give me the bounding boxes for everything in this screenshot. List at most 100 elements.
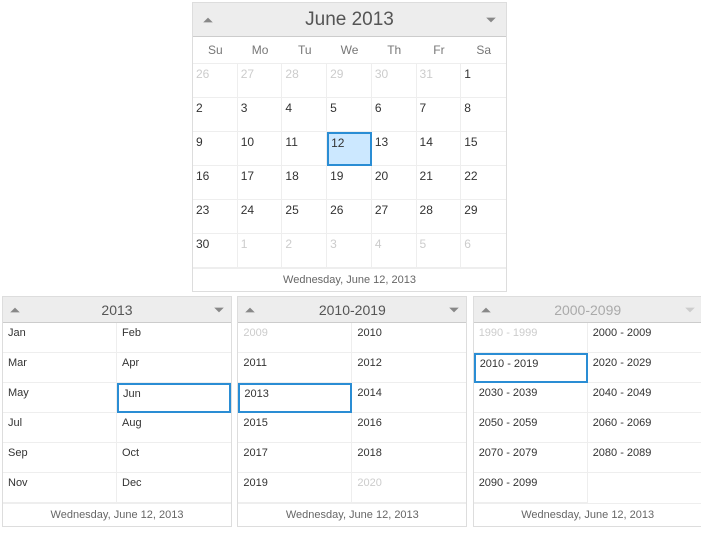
year-cell[interactable]: 2015 bbox=[238, 413, 352, 443]
day-cell[interactable]: 17 bbox=[238, 166, 283, 200]
year-cell[interactable]: 2018 bbox=[352, 443, 466, 473]
prev-button[interactable] bbox=[238, 297, 262, 322]
prev-button[interactable] bbox=[193, 3, 223, 36]
day-cell[interactable]: 4 bbox=[282, 98, 327, 132]
year-cell[interactable]: 2011 bbox=[238, 353, 352, 383]
day-cell[interactable]: 26 bbox=[193, 64, 238, 98]
calendar-title[interactable]: 2013 bbox=[27, 302, 207, 318]
decade-cell[interactable]: 2080 - 2089 bbox=[588, 443, 701, 473]
decade-cell[interactable]: 2000 - 2009 bbox=[588, 323, 701, 353]
chevron-up-icon bbox=[480, 304, 492, 316]
day-of-week-label: Tu bbox=[282, 37, 327, 64]
day-cell[interactable]: 23 bbox=[193, 200, 238, 234]
next-button[interactable] bbox=[207, 297, 231, 322]
day-cell[interactable]: 29 bbox=[461, 200, 506, 234]
day-cell[interactable]: 4 bbox=[372, 234, 417, 268]
calendar-title[interactable]: 2010-2019 bbox=[262, 302, 442, 318]
day-cell[interactable]: 30 bbox=[372, 64, 417, 98]
day-cell[interactable]: 24 bbox=[238, 200, 283, 234]
decade-cell[interactable]: 2030 - 2039 bbox=[474, 383, 588, 413]
day-cell[interactable]: 7 bbox=[417, 98, 462, 132]
decade-cell[interactable]: 2090 - 2099 bbox=[474, 473, 588, 503]
day-cell[interactable]: 6 bbox=[461, 234, 506, 268]
month-cell[interactable]: Sep bbox=[3, 443, 117, 473]
day-cell[interactable]: 25 bbox=[282, 200, 327, 234]
year-cell[interactable]: 2010 bbox=[352, 323, 466, 353]
month-cell[interactable]: Jun bbox=[117, 383, 231, 413]
month-cell[interactable]: Apr bbox=[117, 353, 231, 383]
day-cell[interactable]: 27 bbox=[238, 64, 283, 98]
day-cell[interactable]: 26 bbox=[327, 200, 372, 234]
day-cell[interactable]: 1 bbox=[238, 234, 283, 268]
calendar-footer[interactable]: Wednesday, June 12, 2013 bbox=[3, 503, 231, 526]
decade-cell[interactable]: 2050 - 2059 bbox=[474, 413, 588, 443]
prev-button[interactable] bbox=[474, 297, 498, 322]
decade-cell[interactable]: 2070 - 2079 bbox=[474, 443, 588, 473]
year-cell[interactable]: 2017 bbox=[238, 443, 352, 473]
day-cell[interactable]: 6 bbox=[372, 98, 417, 132]
day-cell[interactable]: 29 bbox=[327, 64, 372, 98]
year-cell[interactable]: 2016 bbox=[352, 413, 466, 443]
year-cell[interactable]: 2020 bbox=[352, 473, 466, 503]
month-cell[interactable]: Feb bbox=[117, 323, 231, 353]
year-cell[interactable]: 2013 bbox=[238, 383, 352, 413]
month-cell[interactable]: Mar bbox=[3, 353, 117, 383]
decade-cell[interactable]: 2010 - 2019 bbox=[474, 353, 588, 383]
calendar-header: June 2013 bbox=[193, 3, 506, 37]
year-cell[interactable]: 2019 bbox=[238, 473, 352, 503]
day-cell[interactable]: 22 bbox=[461, 166, 506, 200]
month-cell[interactable]: Nov bbox=[3, 473, 117, 503]
day-cell[interactable]: 5 bbox=[417, 234, 462, 268]
calendar-footer[interactable]: Wednesday, June 12, 2013 bbox=[474, 503, 701, 526]
chevron-down-icon bbox=[448, 304, 460, 316]
day-cell[interactable]: 3 bbox=[238, 98, 283, 132]
calendar-title[interactable]: June 2013 bbox=[223, 9, 476, 31]
day-cell[interactable]: 28 bbox=[417, 200, 462, 234]
day-cell[interactable]: 2 bbox=[282, 234, 327, 268]
day-cell[interactable]: 16 bbox=[193, 166, 238, 200]
next-button[interactable] bbox=[476, 3, 506, 36]
day-cell[interactable]: 20 bbox=[372, 166, 417, 200]
year-cell[interactable]: 2009 bbox=[238, 323, 352, 353]
year-cell[interactable]: 2012 bbox=[352, 353, 466, 383]
decade-cell[interactable]: 2020 - 2029 bbox=[588, 353, 701, 383]
year-cell[interactable]: 2014 bbox=[352, 383, 466, 413]
day-cell[interactable]: 18 bbox=[282, 166, 327, 200]
calendar-footer[interactable]: Wednesday, June 12, 2013 bbox=[193, 268, 506, 291]
prev-button[interactable] bbox=[3, 297, 27, 322]
day-cell[interactable]: 2 bbox=[193, 98, 238, 132]
calendar-century: 2000-2099 1990 - 19992000 - 20092010 - 2… bbox=[473, 296, 701, 527]
day-cell[interactable]: 19 bbox=[327, 166, 372, 200]
day-cell[interactable]: 8 bbox=[461, 98, 506, 132]
chevron-down-icon bbox=[213, 304, 225, 316]
month-cell[interactable]: Oct bbox=[117, 443, 231, 473]
day-cell[interactable]: 5 bbox=[327, 98, 372, 132]
calendar-header: 2000-2099 bbox=[474, 297, 701, 323]
day-cell[interactable]: 28 bbox=[282, 64, 327, 98]
day-cell[interactable]: 13 bbox=[372, 132, 417, 166]
decade-cell[interactable]: 1990 - 1999 bbox=[474, 323, 588, 353]
next-button[interactable] bbox=[442, 297, 466, 322]
day-cell[interactable]: 10 bbox=[238, 132, 283, 166]
day-cell[interactable]: 31 bbox=[417, 64, 462, 98]
month-cell[interactable]: Jan bbox=[3, 323, 117, 353]
day-cell[interactable]: 11 bbox=[282, 132, 327, 166]
month-cell[interactable]: May bbox=[3, 383, 117, 413]
calendar-title: 2000-2099 bbox=[498, 302, 678, 318]
day-cell[interactable]: 3 bbox=[327, 234, 372, 268]
decade-cell[interactable]: 2040 - 2049 bbox=[588, 383, 701, 413]
month-cell[interactable]: Aug bbox=[117, 413, 231, 443]
day-cell[interactable]: 12 bbox=[327, 132, 372, 166]
month-cell[interactable]: Dec bbox=[117, 473, 231, 503]
decade-cell[interactable]: 2060 - 2069 bbox=[588, 413, 701, 443]
day-cell[interactable]: 14 bbox=[417, 132, 462, 166]
day-cell[interactable]: 9 bbox=[193, 132, 238, 166]
month-cell[interactable]: Jul bbox=[3, 413, 117, 443]
day-cell[interactable]: 15 bbox=[461, 132, 506, 166]
day-cell[interactable]: 21 bbox=[417, 166, 462, 200]
day-cell[interactable]: 1 bbox=[461, 64, 506, 98]
day-cell[interactable]: 30 bbox=[193, 234, 238, 268]
calendar-footer[interactable]: Wednesday, June 12, 2013 bbox=[238, 503, 466, 526]
day-of-week-label: Mo bbox=[238, 37, 283, 64]
day-cell[interactable]: 27 bbox=[372, 200, 417, 234]
